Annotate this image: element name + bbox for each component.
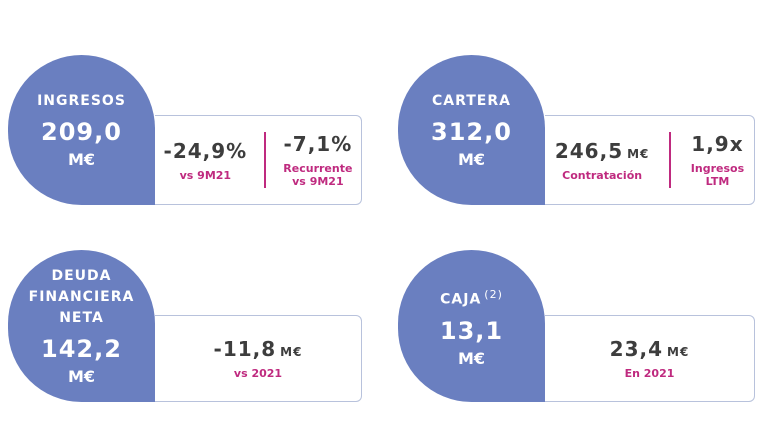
metric-value: 1,9x	[691, 132, 744, 156]
kpi-unit: M€	[457, 348, 486, 368]
metric-label: Ingresos LTM	[690, 162, 745, 188]
kpi-title-text: INGRESOS	[37, 93, 126, 109]
metric-value: 246,5	[554, 138, 624, 163]
metric-value: 23,4	[609, 337, 664, 361]
kpi-title: CAJA (2)	[440, 284, 503, 311]
kpi-unit: M€	[67, 150, 96, 169]
metric: -7,1% Recurrente vs 9M21	[283, 132, 352, 188]
metric: -11,8 M€ vs 2021	[214, 337, 303, 380]
metric-unit: M€	[667, 345, 690, 359]
metric: 23,4 M€ En 2021	[610, 337, 690, 380]
kpi-value: 312,0	[431, 118, 512, 146]
metric-label: Contratación	[562, 168, 643, 182]
kpi-value: 13,1	[439, 316, 504, 345]
metric-label: vs 9M21	[179, 168, 232, 182]
metric: 1,9x Ingresos LTM	[691, 132, 744, 188]
kpi-value: 142,2	[41, 335, 122, 363]
divider	[264, 132, 267, 188]
kpi-badge: INGRESOS 209,0 M€	[8, 55, 155, 205]
metric-value-row: -11,8 M€	[214, 337, 303, 361]
kpi-unit: M€	[457, 150, 486, 169]
metric: -24,9% vs 9M21	[164, 139, 248, 182]
divider	[669, 132, 672, 188]
kpi-title: INGRESOS	[37, 91, 126, 112]
kpi-detail-box: 246,5 M€ Contratación 1,9x Ingresos LTM	[545, 115, 755, 205]
metric-unit: M€	[280, 345, 303, 359]
metric-value: -11,8	[213, 337, 277, 361]
kpi-title: CARTERA	[432, 91, 511, 112]
metric-value-row: 246,5 M€	[555, 139, 650, 163]
metric-value-row: 1,9x	[691, 132, 743, 156]
metric-unit: M€	[627, 146, 650, 161]
kpi-title-text: CARTERA	[432, 93, 511, 109]
metric: 246,5 M€ Contratación	[555, 139, 650, 182]
metric-value-row: -24,9%	[164, 139, 248, 163]
kpi-badge: DEUDA FINANCIERA NETA 142,2 M€	[8, 250, 155, 402]
metric-value: -7,1%	[283, 132, 353, 156]
metric-label: Recurrente vs 9M21	[283, 162, 353, 188]
kpi-title-text: CAJA	[440, 291, 482, 308]
kpi-detail-box: -24,9% vs 9M21 -7,1% Recurrente vs 9M21	[155, 115, 362, 205]
metric-value: -24,9%	[163, 138, 248, 163]
kpi-note: (2)	[484, 288, 503, 302]
metric-label: vs 2021	[233, 367, 283, 380]
kpi-detail-box: -11,8 M€ vs 2021	[155, 315, 362, 402]
kpi-title: DEUDA FINANCIERA NETA	[29, 266, 135, 329]
kpi-title-text: DEUDA FINANCIERA NETA	[28, 268, 135, 326]
kpi-badge: CAJA (2) 13,1 M€	[398, 250, 545, 402]
metric-value-row: -7,1%	[283, 132, 352, 156]
metric-label: En 2021	[624, 367, 675, 380]
kpi-unit: M€	[67, 367, 96, 386]
kpi-badge: CARTERA 312,0 M€	[398, 55, 545, 205]
kpi-value: 209,0	[41, 118, 122, 146]
metric-value-row: 23,4 M€	[610, 337, 690, 361]
kpi-detail-box: 23,4 M€ En 2021	[545, 315, 755, 402]
